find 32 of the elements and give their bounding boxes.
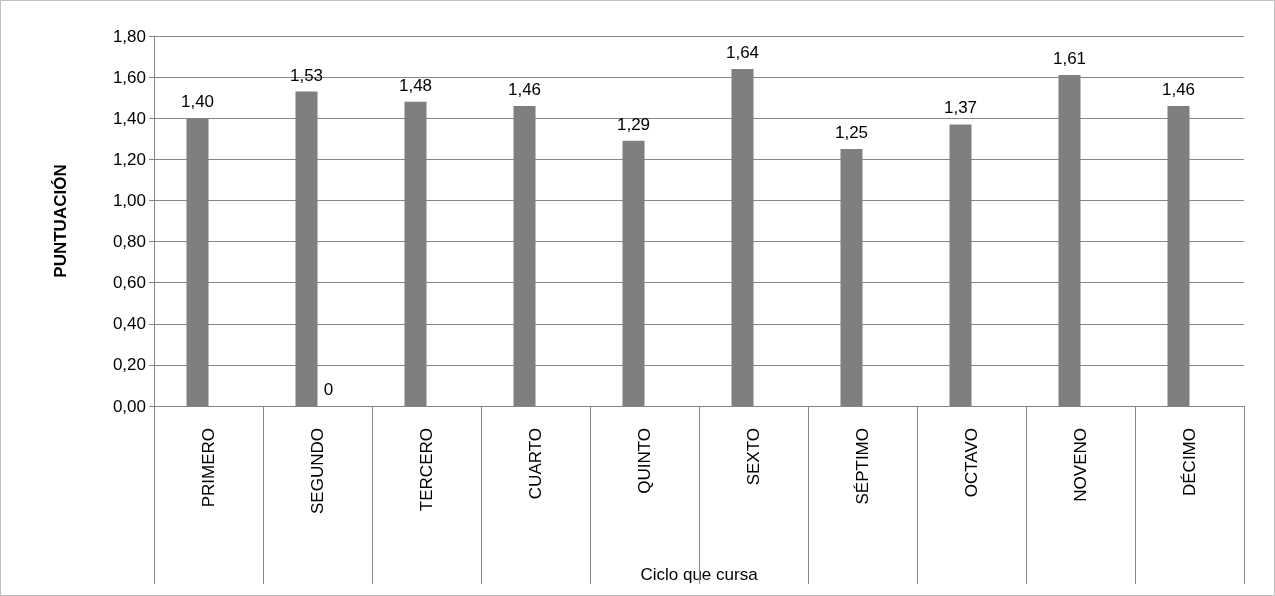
x-tick-label: NOVENO [1071,428,1090,502]
x-tick-label: SÉPTIMO [853,428,872,505]
y-tick-label: 1,20 [112,149,146,169]
y-tick-label: 0,80 [112,232,146,252]
x-tick-label: TERCERO [417,428,436,512]
x-tick-label: OCTAVO [962,428,981,498]
x-tick-label: QUINTO [635,428,654,494]
data-label: 1,40 [180,92,215,112]
data-label: 1,29 [616,114,651,134]
data-label: 1,46 [507,79,542,99]
data-label: 0 [323,380,334,399]
data-label: 1,53 [289,65,324,85]
data-label: 1,25 [834,123,869,143]
y-tick-label: 0,60 [112,273,146,293]
y-tick-label: 0,20 [112,355,146,375]
y-tick-label: 0,40 [112,314,146,334]
x-tick-label: CUARTO [526,428,545,500]
y-tick-label: 1,00 [112,190,146,210]
x-tick-label: SEXTO [744,428,763,486]
y-tick-label: 0,00 [112,396,146,416]
data-label: 1,64 [725,42,760,62]
x-tick-label: DÉCIMO [1180,428,1199,496]
x-tick-label: PRIMERO [199,428,218,508]
y-tick-label: 1,40 [112,108,146,128]
data-label: 1,61 [1052,49,1087,69]
y-axis-title: PUNTUACIÓN [51,164,70,278]
y-tick-label: 1,60 [112,67,146,87]
x-tick-label: SEGUNDO [308,428,327,514]
data-label: 1,37 [943,98,978,118]
data-label: 1,48 [398,75,433,95]
y-tick-label: 1,80 [112,26,146,46]
data-label: 1,46 [1161,79,1196,99]
